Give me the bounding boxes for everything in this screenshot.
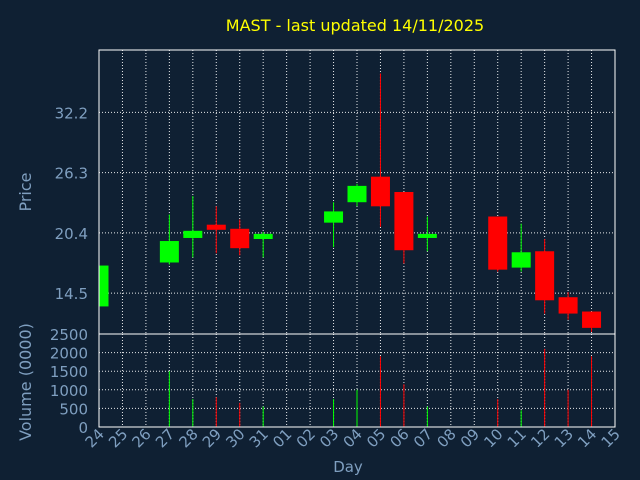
x-tick-label: 04	[340, 425, 366, 451]
volume-axis-label: Volume (0000)	[16, 323, 35, 441]
volume-tick-label: 1500	[50, 363, 88, 381]
x-tick-label: 13	[551, 425, 577, 451]
candle-body	[347, 185, 367, 203]
x-tick-label: 10	[480, 425, 506, 451]
candle-body	[582, 311, 602, 328]
x-tick-label: 09	[457, 425, 483, 451]
x-tick-label: 25	[105, 425, 131, 451]
x-tick-label: 15	[598, 425, 624, 451]
price-tick-label: 26.3	[55, 165, 88, 183]
volume-tick-label: 2500	[50, 326, 88, 344]
volume-panel-frame	[98, 333, 616, 428]
x-tick-label: 12	[527, 425, 553, 451]
panel-frames	[98, 49, 616, 428]
x-tick-label: 02	[293, 425, 319, 451]
candle-body	[99, 265, 109, 307]
x-tick-label: 01	[269, 425, 295, 451]
x-tick-label: 31	[246, 425, 272, 451]
candle-body	[394, 192, 414, 251]
x-tick-label: 27	[152, 425, 178, 451]
x-tick-label: 29	[199, 425, 225, 451]
price-tick-label: 20.4	[55, 225, 88, 243]
x-tick-label: 03	[316, 425, 342, 451]
price-tick-label: 32.2	[55, 104, 88, 122]
x-tick-label: 05	[363, 425, 389, 451]
price-axis-label: Price	[16, 172, 35, 211]
volume-tick-label: 500	[59, 400, 88, 418]
x-tick-label: 06	[387, 425, 413, 451]
candle-body	[159, 241, 179, 263]
candle-body	[206, 224, 226, 230]
x-tick-label: 11	[504, 425, 530, 451]
x-tick-label: 28	[175, 425, 201, 451]
volume-bars	[168, 348, 593, 427]
candle-body	[417, 233, 437, 238]
x-tick-label: 14	[574, 425, 600, 451]
candles	[98, 73, 602, 332]
volume-tick-label: 1000	[50, 382, 88, 400]
x-tick-label: 08	[433, 425, 459, 451]
volume-tick-label: 0	[78, 419, 88, 437]
price-tick-label: 14.5	[55, 285, 88, 303]
x-axis-label: Day	[333, 458, 363, 476]
candle-body	[511, 252, 531, 268]
chart-title: MAST - last updated 14/11/2025	[226, 16, 484, 35]
candle-body	[370, 176, 390, 207]
volume-tick-label: 2000	[50, 345, 88, 363]
grid-layer	[99, 50, 615, 427]
candle-body	[558, 297, 578, 314]
candle-body	[488, 216, 508, 270]
candle-body	[324, 211, 344, 223]
x-tick-label: 07	[410, 425, 436, 451]
candle-body	[183, 230, 203, 238]
candle-body	[253, 233, 273, 239]
x-tick-label: 26	[129, 425, 155, 451]
x-tick-label: 30	[222, 425, 248, 451]
candle-body	[230, 228, 250, 249]
candle-body	[535, 251, 555, 301]
